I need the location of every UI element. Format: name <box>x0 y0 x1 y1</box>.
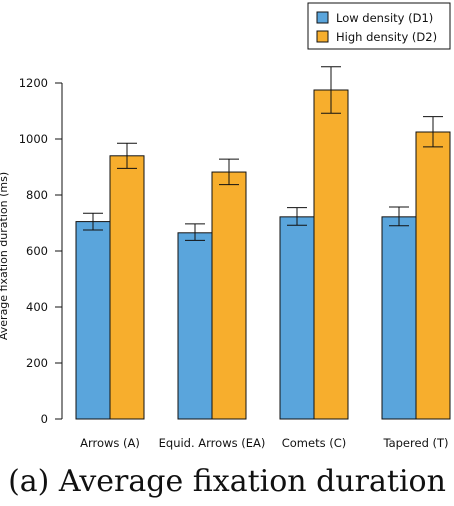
y-tick-label: 1000 <box>19 132 48 146</box>
bar-high-density <box>109 155 145 420</box>
y-tick-label: 800 <box>26 188 48 202</box>
legend-swatch <box>316 11 329 24</box>
x-tick-label: Tapered (T) <box>382 436 448 450</box>
y-axis-label: Average fixation duration (ms) <box>0 172 10 340</box>
legend-label: Low density (D1) <box>336 11 433 25</box>
x-tick-label: Equid. Arrows (EA) <box>159 436 266 450</box>
x-tick-label: Comets (C) <box>282 436 347 450</box>
bar-low-density <box>177 232 213 420</box>
bar-low-density <box>75 221 111 420</box>
legend-label: High density (D2) <box>336 30 437 44</box>
bar-high-density <box>415 131 451 420</box>
y-tick-label: 600 <box>26 244 48 258</box>
figure-caption: (a) Average fixation duration <box>8 464 446 499</box>
bar-low-density <box>381 216 417 420</box>
y-tick-label: 400 <box>26 300 48 314</box>
bar-chart: 0 200 400 600 800 1000 1200 Average fixation du… <box>0 2 451 450</box>
legend-box <box>307 2 451 50</box>
bar-high-density <box>313 89 349 420</box>
y-tick-label: 1200 <box>19 76 48 90</box>
bar-high-density <box>211 171 247 420</box>
x-tick-label: Arrows (A) <box>80 436 140 450</box>
bar-low-density <box>279 216 315 420</box>
legend-swatch <box>316 30 329 43</box>
y-tick-label: 0 <box>41 412 48 426</box>
y-tick-label: 200 <box>26 356 48 370</box>
